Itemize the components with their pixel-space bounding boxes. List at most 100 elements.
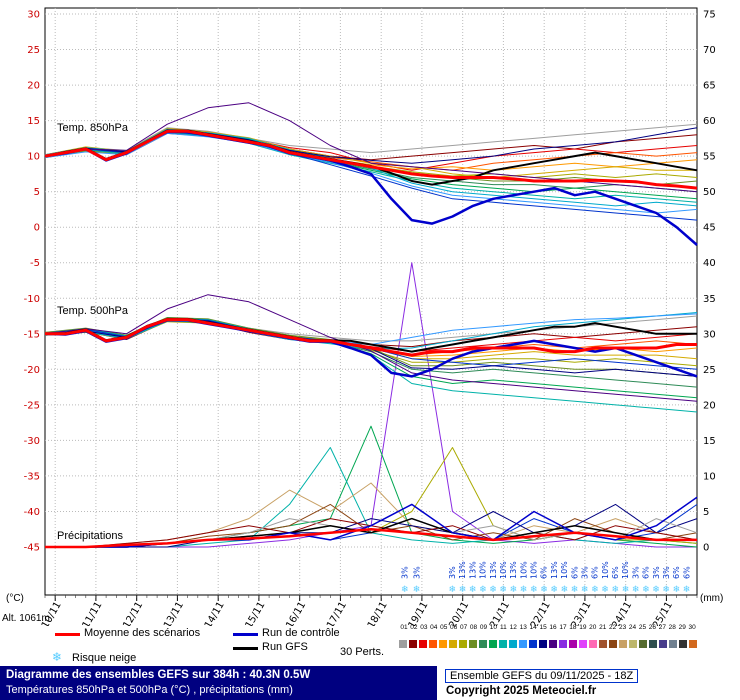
member-number: 06 bbox=[450, 624, 458, 631]
member-number: 28 bbox=[668, 624, 676, 631]
member-number: 08 bbox=[469, 624, 478, 631]
y-axis-left-tick-label: 20 bbox=[27, 81, 40, 92]
y-axis-left-tick-label: -45 bbox=[24, 543, 40, 554]
y-axis-right-tick-label: 5 bbox=[703, 507, 709, 518]
x-axis-date-label: 20/11 bbox=[447, 600, 471, 626]
y-axis-right-tick-label: 40 bbox=[703, 258, 716, 269]
legend-gfs-label: Run GFS bbox=[262, 641, 308, 653]
member-color-square bbox=[509, 640, 517, 648]
y-axis-right-tick-label: 20 bbox=[703, 400, 716, 411]
member-number: 15 bbox=[539, 624, 547, 631]
snowflake-icon: ❄ bbox=[540, 585, 548, 595]
member-number: 05 bbox=[440, 624, 448, 631]
member-color-square bbox=[459, 640, 467, 648]
legend-snow-label: Risque neige bbox=[72, 652, 137, 664]
y-axis-left-tick-label: -35 bbox=[24, 471, 40, 482]
gfs-line-sample bbox=[233, 647, 258, 650]
snowflake-icon: ❄ bbox=[591, 585, 599, 595]
member-color-square bbox=[619, 640, 627, 648]
x-axis-date-label: 21/11 bbox=[488, 600, 512, 626]
snow-risk-percent: 3% bbox=[631, 566, 640, 579]
member-number: 20 bbox=[589, 624, 597, 631]
x-axis-date-label: 17/11 bbox=[325, 600, 349, 626]
snow-risk-percent: 6% bbox=[591, 566, 600, 579]
member-number: 22 bbox=[609, 624, 617, 631]
snowflake-icon: ❄ bbox=[571, 585, 579, 595]
y-axis-left-tick-label: 25 bbox=[27, 45, 40, 56]
snow-risk-percent: 6% bbox=[682, 566, 691, 579]
member-number: 02 bbox=[410, 624, 418, 631]
legend-mean-label: Moyenne des scénarios bbox=[84, 627, 201, 639]
member-colors-row bbox=[399, 640, 697, 648]
y-axis-left-tick-label: -10 bbox=[24, 294, 40, 305]
legend-control-label: Run de contrôle bbox=[262, 627, 340, 639]
member-number: 10 bbox=[489, 624, 498, 631]
t500-mean-line bbox=[45, 318, 697, 357]
y-axis-right-tick-label: 50 bbox=[703, 187, 716, 198]
member-color-square bbox=[579, 640, 587, 648]
snowflake-icon: ❄ bbox=[550, 585, 558, 595]
member-color-square bbox=[659, 640, 667, 648]
y-axis-right-tick-label: 75 bbox=[703, 10, 716, 21]
label-precipitations: Précipitations bbox=[57, 530, 124, 542]
snow-risk-percent: 6% bbox=[611, 566, 620, 579]
y-axis-left-tick-label: 30 bbox=[27, 10, 40, 21]
member-color-square bbox=[529, 640, 537, 648]
member-number: 11 bbox=[499, 624, 507, 631]
y-axis-left-tick-label: -25 bbox=[24, 400, 40, 411]
diagram-title: Diagramme des ensembles GEFS sur 384h : … bbox=[6, 669, 311, 681]
snow-risk-percent: 6% bbox=[540, 566, 549, 579]
member-color-square bbox=[479, 640, 487, 648]
precip-member-line bbox=[45, 503, 698, 548]
snow-risk-percent: 6% bbox=[642, 566, 651, 579]
member-number: 26 bbox=[648, 624, 657, 631]
member-number: 29 bbox=[678, 624, 686, 631]
x-axis-date-label: 12/11 bbox=[121, 600, 145, 626]
member-color-square bbox=[469, 640, 477, 648]
member-number: 09 bbox=[479, 624, 488, 631]
member-color-square bbox=[409, 640, 417, 648]
snow-risk-percent: 13% bbox=[468, 561, 477, 579]
snow-risk-percent: 10% bbox=[621, 561, 630, 579]
run-info: Ensemble GEFS du 09/11/2025 - 18Z bbox=[445, 669, 639, 683]
snowflake-icon: ❄ bbox=[662, 585, 670, 595]
snowflake-icon: ❄ bbox=[520, 585, 528, 595]
snow-risk-percent: 10% bbox=[601, 561, 610, 579]
x-axis-date-label: 18/11 bbox=[366, 600, 390, 626]
snowflake-icon: ❄ bbox=[489, 585, 497, 595]
member-number: 21 bbox=[599, 624, 607, 631]
snow-risk-percent: 10% bbox=[560, 561, 569, 579]
y-axis-right-tick-label: 25 bbox=[703, 365, 716, 376]
x-axis-date-label: 22/11 bbox=[529, 600, 553, 626]
member-color-square bbox=[419, 640, 427, 648]
footer-title-box: Diagramme des ensembles GEFS sur 384h : … bbox=[0, 666, 437, 700]
member-color-square bbox=[559, 640, 567, 648]
member-number: 12 bbox=[509, 624, 517, 631]
member-number: 18 bbox=[569, 624, 577, 631]
snowflake-icon: ❄ bbox=[622, 585, 630, 595]
y-axis-right-tick-label: 60 bbox=[703, 116, 716, 127]
member-number: 04 bbox=[430, 624, 438, 631]
member-color-square bbox=[429, 640, 437, 648]
right-axis-unit: (mm) bbox=[700, 593, 724, 604]
member-number: 13 bbox=[519, 624, 527, 631]
snow-risk-percent: 13% bbox=[489, 561, 498, 579]
member-number: 23 bbox=[618, 624, 627, 631]
y-axis-right-tick-label: 45 bbox=[703, 223, 716, 234]
snowflake-icon: ❄ bbox=[479, 585, 487, 595]
snowflake-icon: ❄ bbox=[683, 585, 691, 595]
member-color-square bbox=[399, 640, 407, 648]
member-number: 16 bbox=[549, 624, 557, 631]
member-color-square bbox=[689, 640, 697, 648]
snow-risk-percent: 3% bbox=[401, 566, 410, 579]
label-temp-850: Temp. 850hPa bbox=[57, 122, 128, 134]
y-axis-left-tick-label: 10 bbox=[27, 152, 40, 163]
member-color-square bbox=[649, 640, 657, 648]
y-axis-right-tick-label: 10 bbox=[703, 471, 716, 482]
member-color-square bbox=[539, 640, 547, 648]
control-line-sample bbox=[233, 633, 258, 636]
footer-info-box: Ensemble GEFS du 09/11/2025 - 18Z Copyri… bbox=[437, 666, 740, 700]
snow-risk-percent: 10% bbox=[530, 561, 539, 579]
